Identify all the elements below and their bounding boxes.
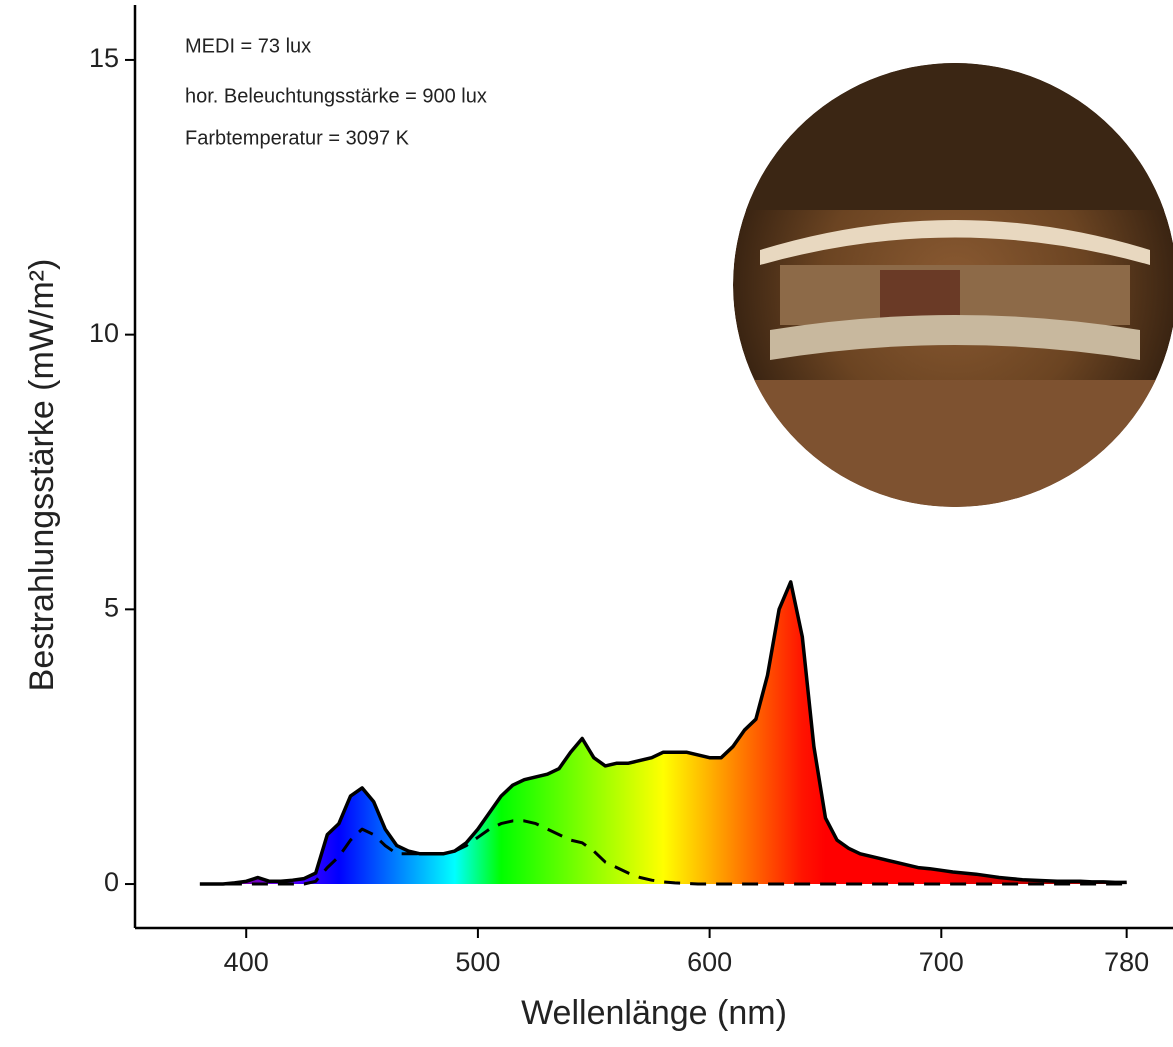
- annotation: hor. Beleuchtungsstärke = 900 lux: [185, 85, 487, 107]
- y-tick-label: 10: [89, 318, 119, 348]
- x-tick-label: 780: [1104, 947, 1149, 977]
- y-tick-label: 5: [104, 592, 119, 622]
- x-tick-label: 600: [687, 947, 732, 977]
- annotation: MEDI = 73 lux: [185, 35, 311, 57]
- annotation: Farbtemperatur = 3097 K: [185, 127, 410, 149]
- x-axis-label: Wellenlänge (nm): [521, 994, 787, 1032]
- y-tick-label: 15: [89, 43, 119, 73]
- x-tick-label: 700: [919, 947, 964, 977]
- y-axis-label: Bestrahlungsstärke (mW/m²): [23, 259, 61, 692]
- spectrum-area: [199, 581, 1127, 885]
- x-tick-label: 500: [455, 947, 500, 977]
- photo: [733, 63, 1173, 507]
- y-tick-label: 0: [104, 867, 119, 897]
- spectrum-line: [199, 580, 1127, 886]
- x-tick-label: 400: [224, 947, 269, 977]
